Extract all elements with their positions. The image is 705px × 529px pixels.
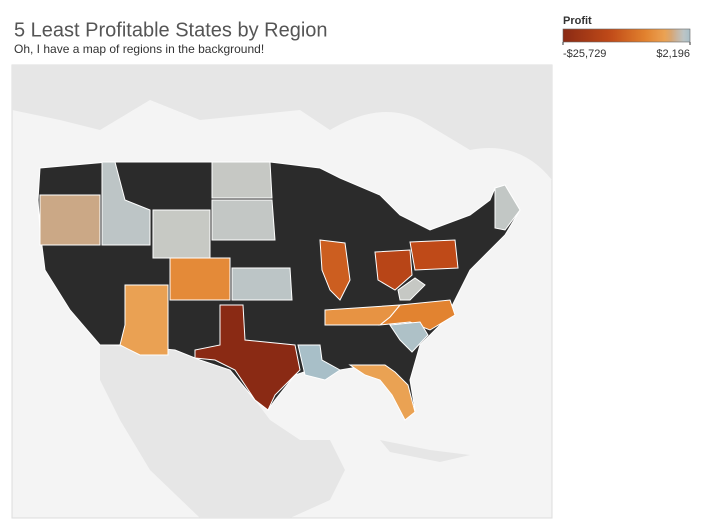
chart-subtitle: Oh, I have a map of regions in the backg…: [14, 42, 264, 56]
legend-gradient: [562, 28, 691, 43]
cuba-land: [380, 440, 470, 462]
state: [231, 267, 293, 301]
state: [101, 161, 151, 246]
states: [39, 161, 521, 421]
mexico-land: [100, 345, 345, 518]
state: [494, 184, 521, 231]
state: [324, 304, 402, 326]
state: [211, 199, 276, 241]
state: [119, 284, 169, 356]
state: [211, 161, 273, 199]
state: [152, 209, 211, 259]
state: [297, 344, 341, 381]
state: [348, 364, 416, 421]
legend-min-label: -$25,729: [563, 48, 606, 60]
state: [374, 249, 413, 291]
state: [39, 194, 101, 246]
state: [319, 239, 351, 301]
legend-title: Profit: [563, 15, 592, 27]
legend-max-label: $2,196: [656, 48, 690, 60]
chart-title: 5 Least Profitable States by Region: [14, 19, 328, 41]
state: [397, 277, 426, 301]
state: [409, 239, 459, 271]
state: [389, 321, 429, 353]
canada-land: [12, 65, 552, 180]
state: [194, 304, 301, 411]
state: [169, 257, 231, 301]
